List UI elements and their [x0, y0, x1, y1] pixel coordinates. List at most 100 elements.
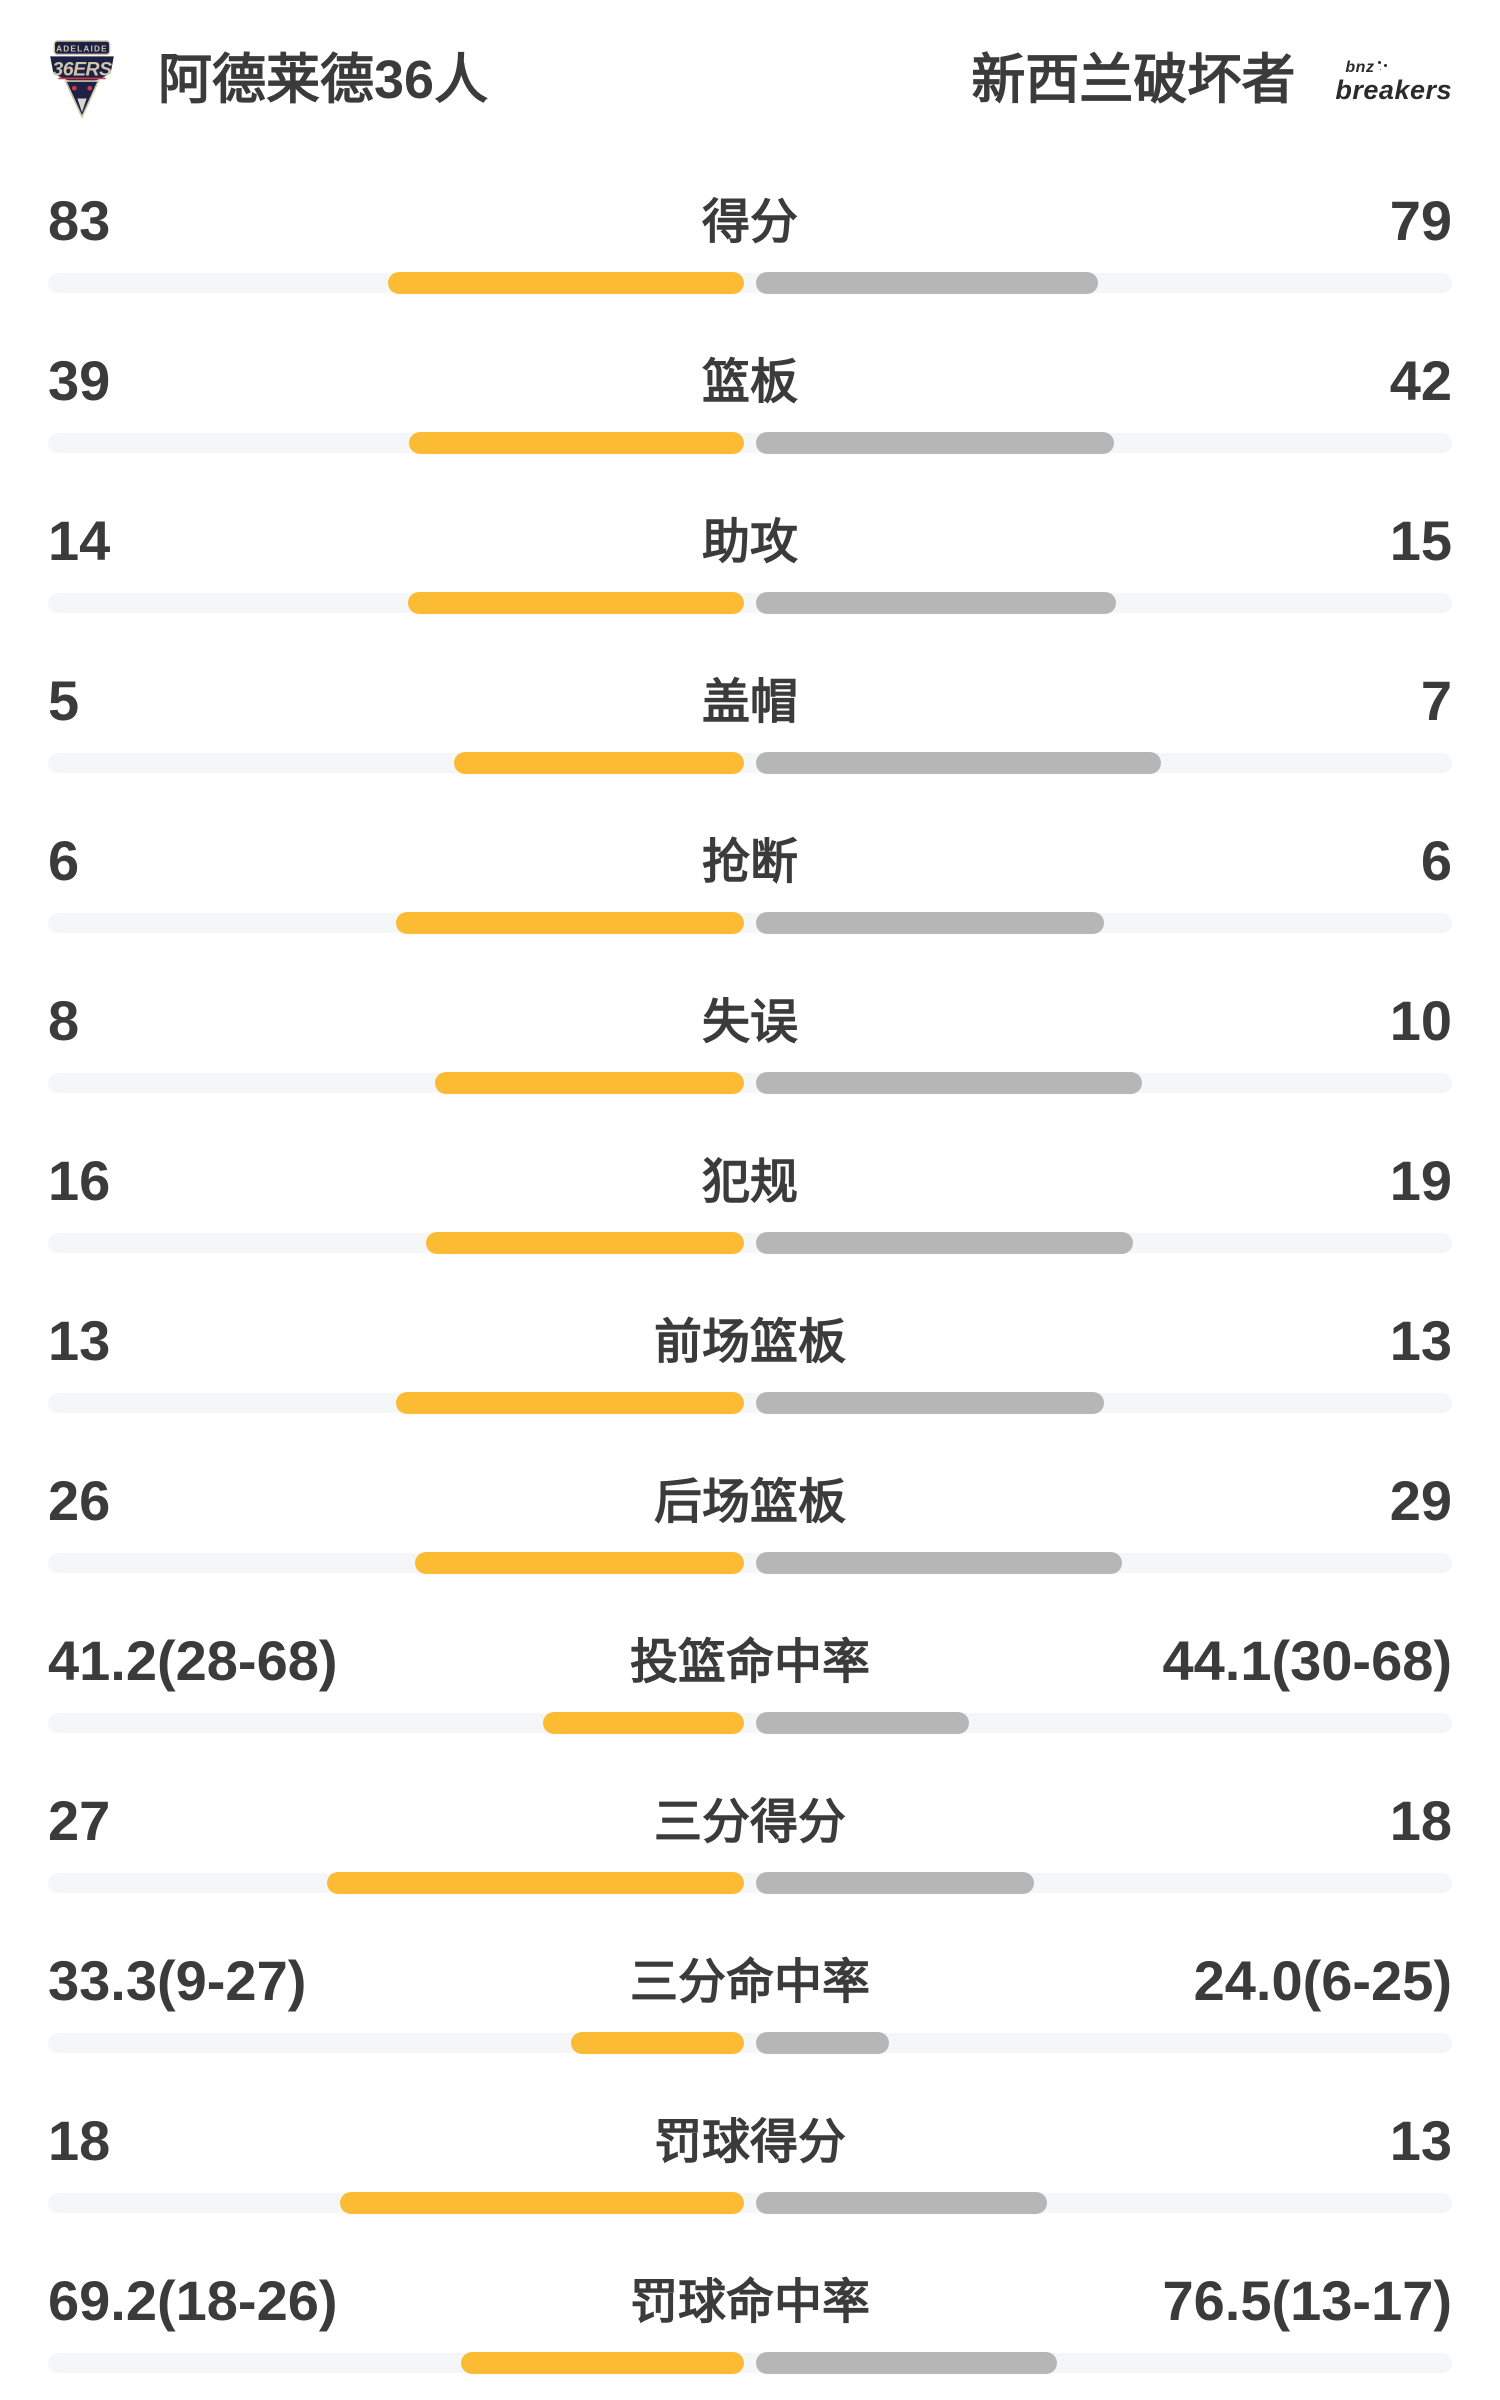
stat-row-text: 18 罚球得分 13 — [48, 2113, 1452, 2169]
home-bar — [388, 272, 744, 294]
home-bar — [461, 2352, 744, 2374]
away-bar — [756, 1872, 1034, 1894]
stat-row-text: 83 得分 79 — [48, 193, 1452, 249]
nz-breakers-logo: bnz breakers — [1335, 60, 1452, 104]
stat-label: 后场篮板 — [653, 1476, 847, 1529]
home-value: 39 — [48, 349, 111, 412]
breakers-logo-bnz-text: bnz — [1345, 59, 1375, 76]
breakers-logo-breakers-text: breakers — [1335, 75, 1452, 105]
stat-row-text: 5 盖帽 7 — [48, 673, 1452, 729]
home-value: 83 — [48, 189, 111, 252]
home-value: 8 — [48, 989, 80, 1052]
stat-row-text: 33.3(9-27) 三分命中率 24.0(6-25) — [48, 1953, 1452, 2009]
home-bar — [396, 912, 744, 934]
home-value: 5 — [48, 669, 80, 732]
away-value: 15 — [1389, 509, 1452, 572]
away-bar — [756, 2032, 889, 2054]
home-bar — [340, 2192, 744, 2214]
stat-bar-track — [48, 1072, 1452, 1094]
home-value: 26 — [48, 1469, 111, 1532]
away-value: 24.0(6-25) — [1193, 1949, 1452, 2012]
away-value: 13 — [1389, 1309, 1452, 1372]
away-value: 42 — [1389, 349, 1452, 412]
stat-row-4: 5 盖帽 7 — [48, 673, 1452, 774]
stat-label: 三分得分 — [653, 1796, 847, 1849]
stat-row-5: 6 抢断 6 — [48, 833, 1452, 934]
stat-row-10: 41.2(28-68) 投篮命中率 44.1(30-68) — [48, 1633, 1452, 1734]
stat-bar-track — [48, 752, 1452, 774]
stat-bar-track — [48, 592, 1452, 614]
stat-bar-track — [48, 2032, 1452, 2054]
home-bar — [543, 1712, 744, 1734]
home-value: 13 — [48, 1309, 111, 1372]
home-value: 14 — [48, 509, 111, 572]
home-bar — [571, 2032, 744, 2054]
stat-label: 投篮命中率 — [629, 1636, 871, 1689]
stat-row-13: 18 罚球得分 13 — [48, 2113, 1452, 2214]
away-value: 29 — [1389, 1469, 1452, 1532]
stat-row-7: 16 犯规 19 — [48, 1153, 1452, 1254]
stat-row-3: 14 助攻 15 — [48, 509, 1452, 614]
stat-row-8: 13 前场篮板 13 — [48, 1309, 1452, 1414]
home-value: 41.2(28-68) — [48, 1629, 338, 1692]
stat-bar-track — [48, 2352, 1452, 2374]
home-value: 69.2(18-26) — [48, 2269, 338, 2332]
stat-bar-track — [48, 1392, 1452, 1414]
stat-row-text: 27 三分得分 18 — [48, 1793, 1452, 1849]
home-value: 16 — [48, 1149, 111, 1212]
away-value: 10 — [1389, 989, 1452, 1052]
away-bar — [756, 432, 1114, 454]
stat-label: 罚球命中率 — [629, 2276, 871, 2329]
stat-label: 助攻 — [701, 516, 799, 569]
away-value: 19 — [1389, 1149, 1452, 1212]
home-value: 6 — [48, 829, 80, 892]
home-bar — [454, 752, 744, 774]
away-bar — [756, 1392, 1104, 1414]
home-team-header: ADELAIDE 36ERS 阿德莱德36人 — [48, 40, 488, 120]
away-value: 79 — [1389, 189, 1452, 252]
stat-row-11: 27 三分得分 18 — [48, 1793, 1452, 1894]
stat-row-2: 39 篮板 42 — [48, 349, 1452, 454]
stat-label: 犯规 — [701, 1156, 799, 1209]
stat-bar-track — [48, 1232, 1452, 1254]
stat-row-12: 33.3(9-27) 三分命中率 24.0(6-25) — [48, 1953, 1452, 2054]
stat-row-1: 83 得分 79 — [48, 193, 1452, 294]
stat-row-text: 69.2(18-26) 罚球命中率 76.5(13-17) — [48, 2273, 1452, 2329]
home-bar — [415, 1552, 744, 1574]
stat-row-6: 8 失误 10 — [48, 989, 1452, 1094]
stat-label: 罚球得分 — [653, 2116, 847, 2169]
stat-label: 盖帽 — [701, 676, 799, 729]
breakers-logo-sparkle-dots — [1374, 60, 1388, 72]
home-value: 18 — [48, 2109, 111, 2172]
stat-bar-track — [48, 1712, 1452, 1734]
stat-bar-track — [48, 432, 1452, 454]
away-bar — [756, 1072, 1142, 1094]
stat-label: 抢断 — [701, 836, 799, 889]
away-bar — [756, 2192, 1047, 2214]
away-bar — [756, 752, 1161, 774]
stat-label: 三分命中率 — [629, 1956, 871, 2009]
away-value: 44.1(30-68) — [1162, 1629, 1452, 1692]
stat-row-text: 41.2(28-68) 投篮命中率 44.1(30-68) — [48, 1633, 1452, 1689]
stat-label: 前场篮板 — [653, 1316, 847, 1369]
away-bar — [756, 1232, 1133, 1254]
home-bar — [435, 1072, 744, 1094]
away-value: 18 — [1389, 1789, 1452, 1852]
stat-row-text: 6 抢断 6 — [48, 833, 1452, 889]
home-value: 27 — [48, 1789, 111, 1852]
away-value: 76.5(13-17) — [1162, 2269, 1452, 2332]
away-bar — [756, 272, 1098, 294]
away-value: 6 — [1420, 829, 1452, 892]
stat-label: 篮板 — [701, 356, 799, 409]
home-bar — [426, 1232, 744, 1254]
home-bar — [327, 1872, 744, 1894]
away-bar — [756, 1552, 1122, 1574]
stat-row-text: 16 犯规 19 — [48, 1153, 1452, 1209]
away-bar — [756, 1712, 969, 1734]
away-bar — [756, 2352, 1057, 2374]
logo-main-text: 36ERS — [52, 58, 112, 80]
away-team-header: 新西兰破坏者 bnz breakers — [971, 53, 1452, 107]
stat-bar-track — [48, 1552, 1452, 1574]
stat-label: 失误 — [701, 996, 799, 1049]
